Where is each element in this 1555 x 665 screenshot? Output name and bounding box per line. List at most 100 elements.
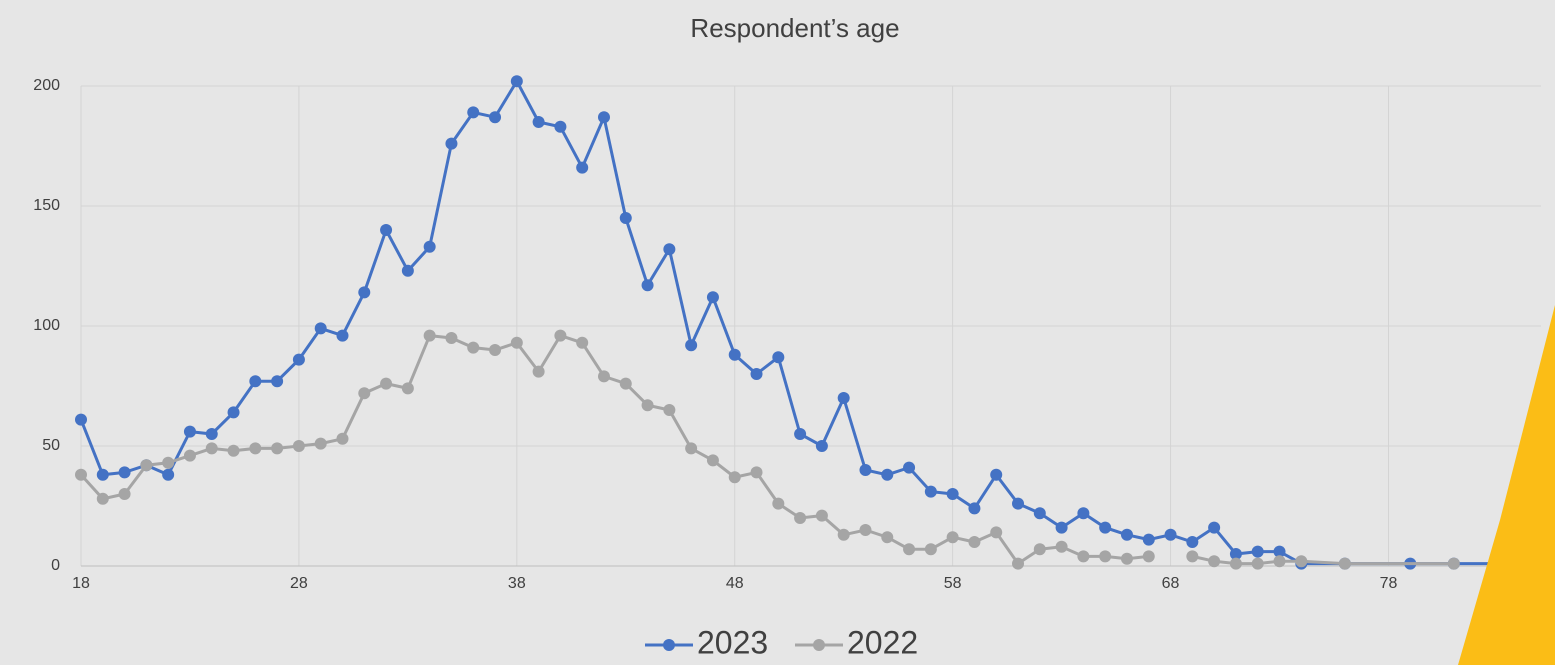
x-tick-label: 58 — [944, 575, 962, 592]
point — [794, 512, 807, 524]
x-tick-label: 38 — [508, 575, 526, 592]
point — [336, 432, 349, 445]
point — [489, 344, 502, 356]
point — [685, 339, 698, 352]
point — [1077, 507, 1090, 520]
point — [227, 406, 240, 419]
point — [903, 461, 916, 474]
point — [489, 111, 502, 124]
point — [750, 368, 763, 380]
point — [924, 543, 937, 556]
point — [183, 449, 196, 462]
point — [772, 497, 785, 510]
decoration — [1458, 305, 1555, 665]
point — [728, 348, 741, 361]
point — [380, 377, 393, 390]
point — [794, 428, 807, 440]
point — [1077, 550, 1090, 563]
point — [1251, 557, 1264, 570]
point — [423, 240, 436, 253]
point — [619, 212, 632, 224]
point — [1033, 507, 1046, 520]
point — [314, 437, 327, 450]
point — [1012, 557, 1025, 570]
point — [96, 492, 109, 505]
series-line — [79, 78, 1542, 566]
point — [685, 442, 698, 455]
x-tick-label: 78 — [1380, 575, 1398, 592]
point — [946, 531, 959, 544]
y-tick-label: 150 — [33, 197, 60, 214]
point — [946, 488, 959, 500]
point — [1251, 545, 1264, 558]
point — [837, 392, 850, 404]
point — [1186, 550, 1199, 563]
point — [772, 351, 785, 364]
point — [358, 387, 371, 400]
x-tick-label: 68 — [1162, 575, 1180, 592]
point — [445, 137, 458, 150]
y-tick-label: 50 — [42, 437, 60, 454]
point — [140, 459, 153, 472]
series-line — [79, 333, 1149, 566]
point — [641, 399, 654, 412]
point — [1099, 521, 1112, 534]
legend-marker — [663, 639, 675, 651]
point — [75, 468, 87, 481]
point — [706, 291, 719, 304]
y-tick-label: 100 — [33, 317, 60, 334]
point — [401, 264, 414, 277]
chart-title: Respondent’s age — [690, 13, 899, 43]
point — [205, 428, 218, 440]
x-tick-label: 28 — [290, 575, 308, 592]
point — [554, 120, 567, 133]
point — [1447, 557, 1460, 570]
point — [881, 468, 894, 481]
point — [1229, 548, 1242, 560]
point — [205, 442, 218, 455]
point — [249, 375, 262, 388]
point — [1099, 550, 1112, 563]
point — [881, 531, 894, 544]
point — [750, 466, 763, 479]
point — [1142, 533, 1155, 546]
point — [271, 442, 284, 455]
point — [162, 456, 175, 469]
point — [706, 454, 719, 467]
point — [1295, 555, 1308, 568]
y-tick-label: 0 — [51, 557, 60, 574]
point — [532, 116, 545, 128]
point — [990, 468, 1003, 481]
point — [597, 111, 610, 124]
point — [576, 161, 589, 174]
point — [510, 75, 523, 88]
point — [1120, 552, 1133, 565]
x-tick-label: 18 — [72, 575, 90, 592]
point — [597, 370, 610, 383]
point — [467, 106, 480, 119]
point — [467, 341, 480, 354]
point — [401, 382, 414, 395]
point — [162, 468, 175, 481]
point — [728, 471, 741, 484]
point — [576, 336, 589, 349]
y-tick-label: 200 — [33, 77, 60, 94]
point — [249, 442, 262, 455]
point — [1120, 528, 1133, 541]
point — [292, 353, 305, 366]
legend-label: 2023 — [697, 624, 768, 660]
point — [1208, 555, 1221, 568]
point — [96, 468, 109, 481]
point — [1273, 555, 1286, 568]
point — [1033, 543, 1046, 556]
x-tick-label: 48 — [726, 575, 744, 592]
point — [903, 543, 916, 556]
point — [445, 332, 458, 344]
point — [380, 224, 393, 236]
point — [1273, 545, 1286, 558]
point — [837, 528, 850, 541]
point — [815, 440, 828, 452]
point — [292, 440, 305, 452]
legend-marker — [813, 639, 825, 651]
